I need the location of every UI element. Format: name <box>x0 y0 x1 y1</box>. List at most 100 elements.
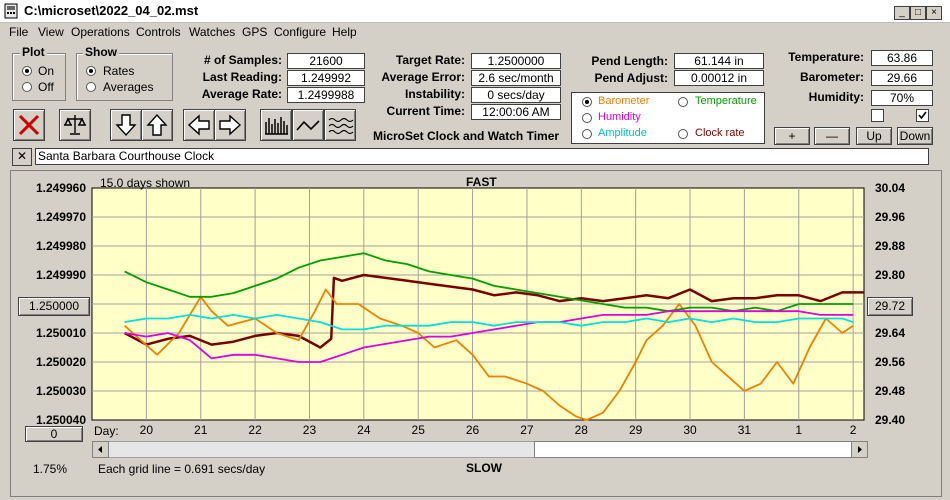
clock-rate-option-label: Clock rate <box>695 127 745 139</box>
scroll-right-icon <box>858 446 862 453</box>
menu-file[interactable]: File <box>9 25 29 39</box>
up-arrow-button[interactable] <box>141 109 173 141</box>
average-error-label: Average Error: <box>381 70 465 84</box>
pend-adjust-label: Pend Adjust: <box>594 71 668 85</box>
center-rate-button[interactable]: 1.250000 <box>18 297 90 316</box>
x-tick-label: 1 <box>795 423 802 437</box>
line-chart-button[interactable] <box>292 109 324 141</box>
left-arrow-button[interactable] <box>183 109 215 141</box>
left-tick-label: 1.249980 <box>36 239 86 253</box>
barometer-value: 29.66 <box>871 70 933 86</box>
instability-value: 0 secs/day <box>471 87 561 103</box>
zero-button[interactable]: 0 <box>25 426 83 442</box>
left-tick-label: 1.250040 <box>36 413 86 427</box>
x-tick-label: 23 <box>303 423 317 437</box>
average-rate-value: 1.2499988 <box>287 87 365 103</box>
menu-bar: File View Operations Controls Watches GP… <box>0 22 950 42</box>
x-tick-label: 2 <box>850 423 857 437</box>
menu-controls[interactable]: Controls <box>136 25 181 39</box>
env-checkbox-1[interactable] <box>871 109 884 122</box>
clock-name-field[interactable]: Santa Barbara Courthouse Clock <box>35 148 929 165</box>
minus-button[interactable]: — <box>814 127 850 145</box>
last-reading-value: 1.249992 <box>287 70 365 86</box>
series-line-humidity <box>124 310 854 363</box>
menu-configure[interactable]: Configure <box>274 25 327 39</box>
menu-gps[interactable]: GPS <box>242 25 268 39</box>
line-chart-icon <box>296 120 320 131</box>
maximize-button[interactable]: □ <box>910 6 926 20</box>
x-tick-label: 21 <box>194 423 208 437</box>
plus-button[interactable]: + <box>774 127 810 145</box>
target-rate-value[interactable]: 1.2500000 <box>471 53 561 69</box>
close-clock-button[interactable]: ✕ <box>12 148 32 166</box>
humidity-radio[interactable] <box>582 113 592 123</box>
env-checkbox-2[interactable] <box>916 109 929 122</box>
temperature-value: 63.86 <box>871 50 933 66</box>
balance-button[interactable] <box>59 109 91 141</box>
amplitude-option-label: Amplitude <box>598 127 647 139</box>
x-tick-label: 25 <box>412 423 426 437</box>
series-line-barometer <box>124 288 854 421</box>
menu-operations[interactable]: Operations <box>71 25 130 39</box>
left-tick-label: 1.249960 <box>36 181 86 195</box>
target-rate-label: Target Rate: <box>395 53 465 67</box>
scroll-right-button[interactable] <box>851 441 868 458</box>
x-tick-label: 29 <box>629 423 643 437</box>
temperature-label: Temperature: <box>788 50 864 64</box>
scale-percent: 1.75% <box>33 462 68 476</box>
x-tick-label: 24 <box>357 423 371 437</box>
right-tick-label: 29.88 <box>875 239 905 253</box>
clear-button[interactable] <box>13 109 45 141</box>
x-tick-label: 27 <box>520 423 534 437</box>
menu-watches[interactable]: Watches <box>189 25 236 39</box>
plot-off-label: Off <box>38 80 54 94</box>
left-tick-label: 1.249970 <box>36 210 86 224</box>
barometer-label: Barometer: <box>799 70 864 84</box>
wave-icon <box>328 117 354 135</box>
up-button[interactable]: Up <box>856 127 892 145</box>
left-tick-label: 1.250010 <box>36 326 86 340</box>
series-line-clock-rate <box>124 273 864 349</box>
plot-on-radio[interactable] <box>22 66 32 76</box>
balance-scale-icon <box>63 115 87 135</box>
close-button[interactable]: × <box>926 6 942 20</box>
scroll-left-button[interactable] <box>92 441 109 458</box>
wave-chart-button[interactable] <box>324 109 356 141</box>
barometer-option-label: Barometer <box>598 95 650 107</box>
amplitude-radio[interactable] <box>582 129 592 139</box>
right-tick-label: 30.04 <box>875 181 905 195</box>
left-arrow-icon <box>187 114 210 136</box>
minimize-button[interactable]: _ <box>894 6 910 20</box>
app-name: MicroSet Clock and Watch Timer <box>373 129 560 143</box>
temperature-radio[interactable] <box>678 97 688 107</box>
plot-group-title: Plot <box>20 45 47 59</box>
grid-note: Each grid line = 0.691 secs/day <box>98 462 266 476</box>
bar-chart-icon <box>265 117 288 135</box>
current-time-value: 12:00:06 AM <box>471 104 561 120</box>
humidity-option-label: Humidity <box>598 111 641 123</box>
clock-rate-radio[interactable] <box>678 129 688 139</box>
pend-length-value[interactable]: 61.144 in <box>674 53 764 69</box>
scroll-thumb[interactable] <box>534 441 852 458</box>
x-tick-label: 26 <box>466 423 480 437</box>
plot-on-label: On <box>38 64 55 78</box>
check-icon <box>918 111 927 120</box>
red-x-icon <box>18 114 40 136</box>
plot-off-radio[interactable] <box>22 82 32 92</box>
last-reading-label: Last Reading: <box>202 70 282 84</box>
x-tick-label: 28 <box>575 423 589 437</box>
bar-chart-button[interactable] <box>260 109 292 141</box>
menu-view[interactable]: View <box>38 25 64 39</box>
average-error-value: 2.6 sec/month <box>471 70 561 86</box>
menu-help[interactable]: Help <box>332 25 357 39</box>
show-averages-radio[interactable] <box>86 82 96 92</box>
down-button[interactable]: Down <box>897 127 933 145</box>
left-tick-label: 1.249990 <box>36 268 86 282</box>
center-baro-button[interactable]: 29.72 <box>867 297 913 316</box>
show-rates-radio[interactable] <box>86 66 96 76</box>
pend-adjust-value[interactable]: 0.00012 in <box>674 70 764 86</box>
right-arrow-button[interactable] <box>214 109 246 141</box>
barometer-radio[interactable] <box>582 97 592 107</box>
up-arrow-icon <box>146 113 168 136</box>
